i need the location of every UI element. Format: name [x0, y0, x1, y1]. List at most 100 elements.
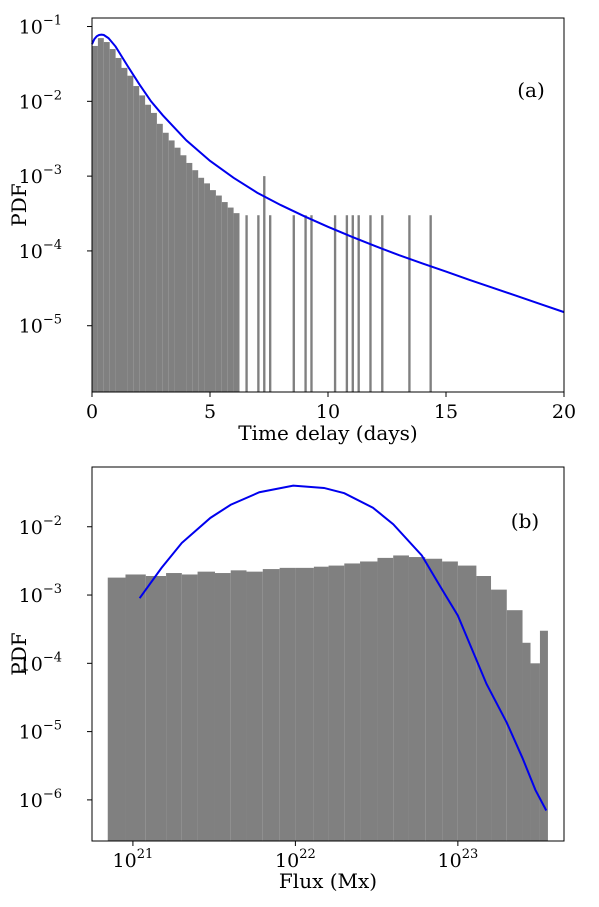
x-axis-label-a: Time delay (days) — [238, 421, 417, 445]
x-tick-label-a: 10 — [316, 401, 340, 423]
y-tick-label-b: 10−3 — [19, 582, 62, 607]
histogram-bar-b — [408, 557, 426, 841]
histogram-bar-a — [263, 176, 266, 392]
y-ticks-a: 10−5 10−4 10−3 10−2 10−1 — [19, 14, 92, 338]
y-tick-label-b: 10−5 — [19, 719, 62, 744]
histogram-bar-a — [429, 215, 432, 392]
y-tick-label-a: 10−1 — [19, 14, 62, 39]
histogram-bar-b — [107, 577, 126, 841]
histogram-bar-a — [408, 215, 411, 392]
histogram-bar-b — [214, 573, 231, 841]
histogram-bar-a — [156, 123, 163, 392]
histogram-bar-b — [262, 569, 280, 841]
histogram-bar-a — [292, 215, 295, 392]
histogram-bar-b — [125, 574, 146, 841]
histogram-bar-a — [121, 67, 128, 392]
histogram-bar-a — [109, 49, 116, 392]
histogram-bar-a — [221, 202, 228, 392]
histogram-bar-a — [304, 215, 307, 392]
fit-curve-a — [91, 33, 565, 314]
x-ticks-b: 1021 1022 1023 — [113, 841, 479, 872]
panel-a: 0 5 10 15 20 10−5 10−4 10−3 10−2 10−1 (a) Time d… — [7, 14, 576, 445]
histogram-bar-a — [257, 215, 260, 392]
x-ticks-a: 0 5 10 15 20 — [86, 392, 576, 423]
histogram-bar-b — [539, 630, 548, 841]
histogram-bar-a — [210, 190, 216, 392]
histogram-bar-b — [377, 557, 394, 841]
histogram-bar-b — [393, 555, 409, 841]
histogram-bar-a — [233, 213, 240, 392]
histogram-bar-b — [442, 561, 458, 841]
histogram-bar-b — [360, 561, 378, 841]
histogram-bar-a — [369, 215, 372, 392]
histogram-bar-b — [476, 576, 492, 841]
histogram-bar-b — [506, 610, 523, 841]
x-tick-label-b: 1023 — [438, 847, 479, 872]
histogram-bar-b — [530, 663, 540, 841]
histogram-bar-b — [313, 566, 329, 841]
y-tick-label-a: 10−4 — [19, 238, 62, 263]
histogram-bar-a — [198, 177, 205, 392]
fit-curve-b — [138, 484, 548, 811]
panel-label-a: (a) — [517, 78, 545, 102]
histogram-bar-a — [381, 215, 384, 392]
x-tick-label-b: 1021 — [113, 847, 154, 872]
histogram-bar-a — [269, 215, 272, 392]
histogram-bar-b — [279, 567, 296, 841]
x-tick-label-a: 20 — [552, 401, 576, 423]
histogram-bar-a — [245, 215, 248, 392]
y-tick-label-a: 10−3 — [19, 163, 62, 188]
histogram-bar-a — [127, 75, 134, 393]
histogram-bar-b — [491, 589, 507, 841]
histogram-bar-a — [97, 38, 104, 393]
histogram-bar-b — [344, 563, 361, 841]
histogram-bar-a — [215, 195, 222, 392]
histogram-bar-a — [103, 42, 110, 393]
histogram-bar-a — [345, 215, 349, 392]
y-tick-label-a: 10−5 — [19, 313, 62, 338]
x-tick-label-a: 15 — [434, 401, 458, 423]
y-axis-label-a: PDF — [7, 183, 31, 226]
histogram-bar-a — [180, 155, 187, 392]
histogram-bar-a — [133, 86, 140, 393]
histogram-bar-a — [168, 140, 175, 392]
histogram-bar-a — [357, 215, 360, 392]
histogram-bar-a — [227, 207, 234, 392]
y-tick-label-b: 10−2 — [19, 514, 62, 539]
x-tick-label-a: 0 — [86, 401, 98, 423]
x-tick-label-a: 5 — [204, 401, 216, 423]
axes-frame-b — [91, 466, 565, 842]
histogram-bar-b — [145, 576, 167, 841]
panel-label-b: (b) — [511, 509, 539, 533]
histogram-bar-a — [204, 183, 210, 392]
histogram-bar-a — [174, 147, 181, 392]
histogram-bar-a — [115, 57, 122, 393]
y-tick-label-a: 10−2 — [19, 88, 62, 113]
histogram-bar-b — [197, 571, 215, 841]
histogram-a — [92, 38, 432, 393]
histogram-bar-b — [230, 570, 247, 841]
histogram-bar-a — [151, 112, 157, 392]
histogram-bar-b — [181, 574, 198, 841]
histogram-bar-a — [333, 215, 337, 392]
y-tick-label-b: 10−6 — [19, 787, 62, 812]
histogram-bar-a — [92, 45, 98, 392]
histogram-bar-a — [192, 170, 199, 392]
y-tick-label-b: 10−4 — [19, 650, 62, 675]
x-axis-label-b: Flux (Mx) — [279, 869, 377, 893]
histogram-bar-b — [295, 567, 314, 841]
histogram-bar-a — [351, 215, 354, 392]
x-tick-label-b: 1022 — [275, 847, 316, 872]
y-axis-label-b: PDF — [7, 632, 31, 675]
histogram-bar-b — [425, 558, 443, 841]
histogram-bar-a — [310, 215, 313, 392]
histogram-bar-a — [186, 162, 193, 392]
histogram-bar-b — [522, 642, 531, 841]
panel-b: 1021 1022 1023 10−6 10−5 10−4 10−3 10−2 (b) Fl… — [7, 466, 565, 893]
histogram-bar-a — [139, 95, 146, 393]
histogram-b — [107, 555, 548, 841]
histogram-bar-b — [246, 571, 263, 841]
histogram-bar-b — [166, 573, 182, 841]
histogram-bar-b — [457, 565, 477, 841]
